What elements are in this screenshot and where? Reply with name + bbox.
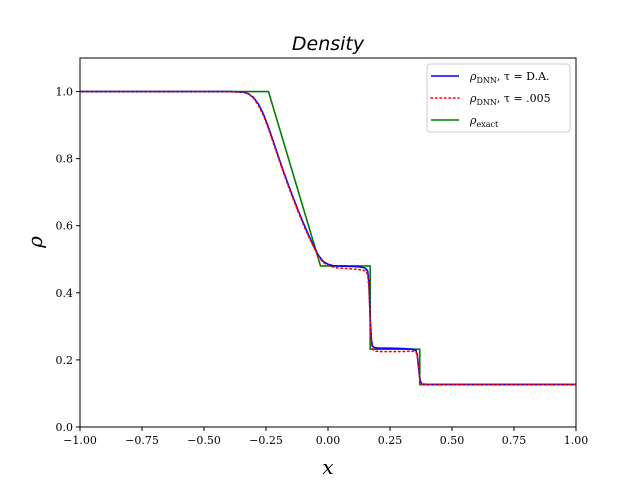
legend-label: ρDNN, τ = D.A.	[469, 70, 550, 85]
x-tick-label: 0.25	[378, 434, 403, 447]
x-tick-label: 0.50	[440, 434, 465, 447]
legend-label: ρexact	[469, 114, 499, 129]
x-tick-label: 0.75	[502, 434, 527, 447]
x-axis-ticks: −1.00 −0.75 −0.50 −0.25 0.00 0.25 0.50 0.75 1.00	[63, 427, 588, 447]
legend: ρDNN, τ = D.A. ρDNN, τ = .005 ρexact	[426, 63, 571, 133]
series-layer	[79, 90, 577, 386]
legend-entries: ρDNN, τ = D.A. ρDNN, τ = .005 ρexact	[430, 70, 551, 129]
x-tick-label: −0.75	[125, 434, 159, 447]
y-tick-label: 1.0	[56, 86, 74, 99]
x-tick-label: −0.50	[187, 434, 221, 447]
y-tick-label: 0.0	[56, 421, 74, 434]
x-tick-label: −1.00	[63, 434, 97, 447]
y-tick-label: 0.4	[56, 287, 74, 300]
y-axis-label: ρ	[23, 236, 47, 249]
x-tick-label: −0.25	[249, 434, 283, 447]
plot-area: −1.00 −0.75 −0.50 −0.25 0.00 0.25 0.50 0.75 1.00…	[56, 57, 588, 447]
legend-box	[426, 63, 571, 133]
series-line-0	[80, 90, 576, 386]
series-line-2	[80, 90, 576, 386]
y-tick-label: 0.2	[56, 354, 74, 367]
chart-title: Density	[292, 33, 365, 55]
y-axis-ticks: 0.0 0.2 0.4 0.6 0.8 1.0	[56, 86, 80, 434]
y-tick-label: 0.8	[56, 153, 74, 166]
series-line-1	[79, 90, 577, 386]
x-tick-label: 1.00	[564, 434, 589, 447]
x-tick-label: 0.00	[316, 434, 341, 447]
y-tick-label: 0.6	[56, 220, 74, 233]
x-axis-label: x	[322, 455, 333, 479]
legend-label: ρDNN, τ = .005	[469, 92, 551, 107]
